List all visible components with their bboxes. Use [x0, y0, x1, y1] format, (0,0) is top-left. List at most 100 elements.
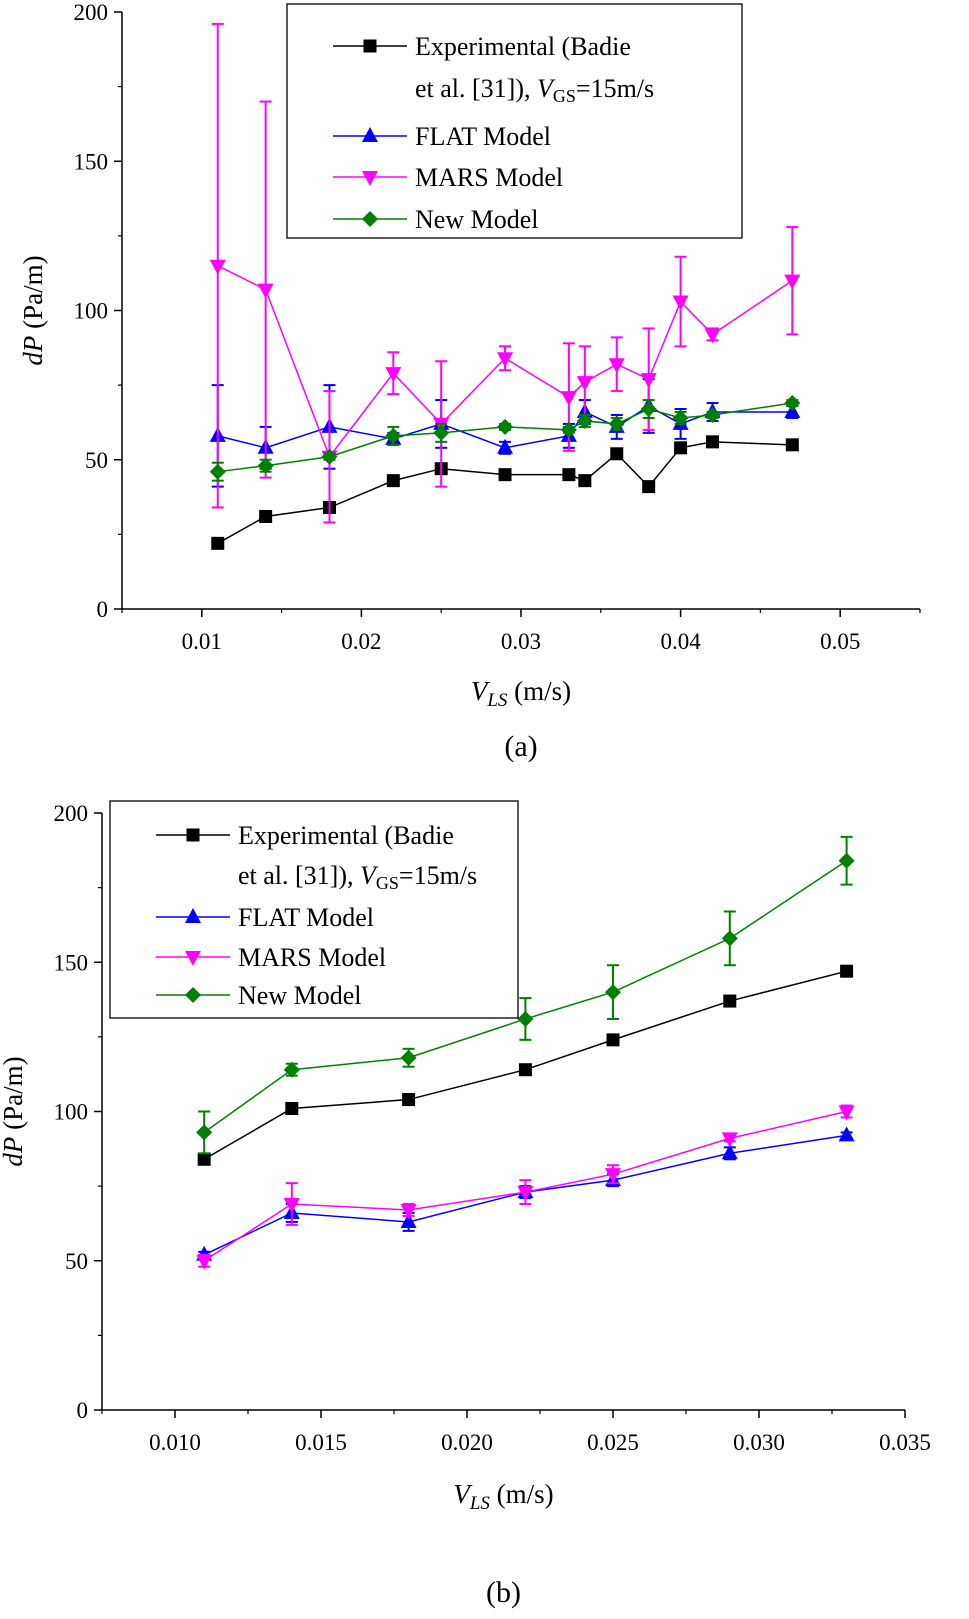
y-axis-title-unit: (Pa/m) — [18, 255, 48, 335]
new-model-point — [608, 415, 625, 432]
new-model-point — [257, 457, 274, 474]
flat-model-point — [721, 1144, 738, 1160]
legend-experimental-label: Experimental (Badie — [415, 32, 631, 61]
new-model-point — [640, 401, 657, 418]
x-axis-title: VLS (m/s) — [453, 1479, 553, 1514]
mars-model-point — [196, 1254, 213, 1270]
mars-model-point — [640, 373, 657, 389]
new-model-point — [560, 421, 577, 438]
new-model-point — [497, 418, 514, 435]
experimental-point — [723, 994, 737, 1008]
experimental-point — [610, 447, 624, 461]
experimental-point — [402, 1093, 416, 1107]
legend-mars-model-marker — [185, 951, 201, 966]
y-tick-label: 0 — [77, 1398, 89, 1423]
new-model-point — [321, 448, 338, 465]
y-tick-label: 0 — [97, 597, 109, 622]
chart-panel-b: 0 50 100 150 200 0.010 0.015 0.020 0.025 0.030 0.0… — [0, 800, 931, 1609]
legend-text-subscript: GS — [553, 86, 576, 106]
legend-text-part: et al. [31]), — [415, 74, 537, 103]
experimental-line — [217, 441, 793, 544]
x-tick-label: 0.03 — [501, 629, 541, 654]
legend-experimental-marker — [186, 828, 200, 842]
flat-model-point — [497, 438, 514, 454]
experimental-point — [562, 468, 576, 482]
experimental-point — [197, 1152, 211, 1166]
series-experimental — [211, 435, 799, 550]
legend: Experimental (Badie et al. [31]), VGS=15m… — [109, 800, 519, 1019]
y-axis-title-unit: (Pa/m) — [0, 1056, 28, 1136]
legend-mars-model-label: MARS Model — [238, 943, 386, 972]
y-tick-label: 200 — [74, 0, 109, 25]
legend-new-model-marker — [185, 987, 201, 1003]
x-axis-title: VLS (m/s) — [471, 676, 571, 711]
x-axis-title-unit: (m/s) — [507, 676, 571, 706]
x-tick-label: 0.01 — [182, 629, 222, 654]
new-model-point — [209, 463, 226, 480]
mars-model-point — [257, 283, 274, 299]
panel-label: (b) — [486, 1576, 521, 1609]
new-model-point — [433, 424, 450, 441]
flat-model-point — [838, 1126, 855, 1142]
series-experimental — [197, 964, 854, 1166]
experimental-point — [259, 509, 273, 523]
legend-flat-model-label: FLAT Model — [238, 903, 374, 932]
legend-new-model-marker — [362, 211, 378, 227]
x-tick-label: 0.025 — [587, 1430, 639, 1455]
mars-model-point — [721, 1132, 738, 1148]
experimental-point — [498, 468, 512, 482]
new-model-point — [196, 1124, 213, 1141]
x-tick-label: 0.010 — [149, 1430, 201, 1455]
y-tick-label: 150 — [54, 950, 89, 975]
mars-model-point — [400, 1204, 417, 1220]
y-tick-label: 100 — [74, 299, 109, 324]
new-model-point — [672, 409, 689, 426]
legend-new-model-label: New Model — [238, 981, 361, 1010]
legend-text-part: et al. [31]), — [238, 861, 360, 890]
x-axis-title-subscript: LS — [486, 690, 508, 711]
mars-model-point — [560, 391, 577, 407]
mars-model-point — [784, 274, 801, 290]
x-tick-label: 0.020 — [441, 1430, 493, 1455]
legend: Experimental (Badie et al. [31]), VGS=15m… — [286, 3, 743, 239]
series-mars-model — [196, 1104, 855, 1270]
x-axis-title-subscript: LS — [469, 1493, 491, 1514]
mars-model-point — [497, 352, 514, 368]
y-tick-label: 100 — [54, 1100, 89, 1125]
x-tick-label: 0.015 — [295, 1430, 347, 1455]
y-tick-label: 50 — [85, 448, 108, 473]
experimental-point — [785, 438, 799, 452]
x-tick-label: 0.05 — [820, 629, 860, 654]
experimental-point — [642, 480, 656, 494]
x-axis-title-symbol: V — [453, 1479, 473, 1509]
legend-flat-model-marker — [362, 127, 378, 142]
legend-mars-model-label: MARS Model — [415, 163, 563, 192]
new-model-point — [704, 406, 721, 423]
x-tick-label: 0.030 — [733, 1430, 785, 1455]
mars-model-point — [608, 358, 625, 374]
new-model-point — [283, 1061, 300, 1078]
mars-model-point — [576, 376, 593, 392]
legend-text-subscript: GS — [376, 873, 399, 893]
legend-mars-model-marker — [362, 171, 378, 186]
legend-text-part: =15m/s — [399, 861, 477, 890]
y-axis-title: dP (Pa/m) — [0, 1056, 28, 1166]
mars-model-point — [838, 1105, 855, 1121]
legend-text-symbol: V — [360, 861, 379, 890]
y-axis-title: dP (Pa/m) — [18, 255, 48, 365]
legend-text-symbol: V — [537, 74, 556, 103]
legend-box — [286, 3, 743, 239]
new-model-point — [784, 395, 801, 412]
legend-flat-model-label: FLAT Model — [415, 122, 551, 151]
mars-model-point — [704, 328, 721, 344]
series-new-model — [209, 395, 801, 482]
x-axis-title-symbol: V — [471, 676, 491, 706]
new-model-point — [721, 930, 738, 947]
legend-experimental-label-cont: et al. [31]), VGS=15m/s — [415, 74, 654, 106]
flat-model-point — [400, 1212, 417, 1228]
new-model-point — [576, 412, 593, 429]
legend-box — [109, 800, 519, 1019]
experimental-point — [386, 474, 400, 488]
